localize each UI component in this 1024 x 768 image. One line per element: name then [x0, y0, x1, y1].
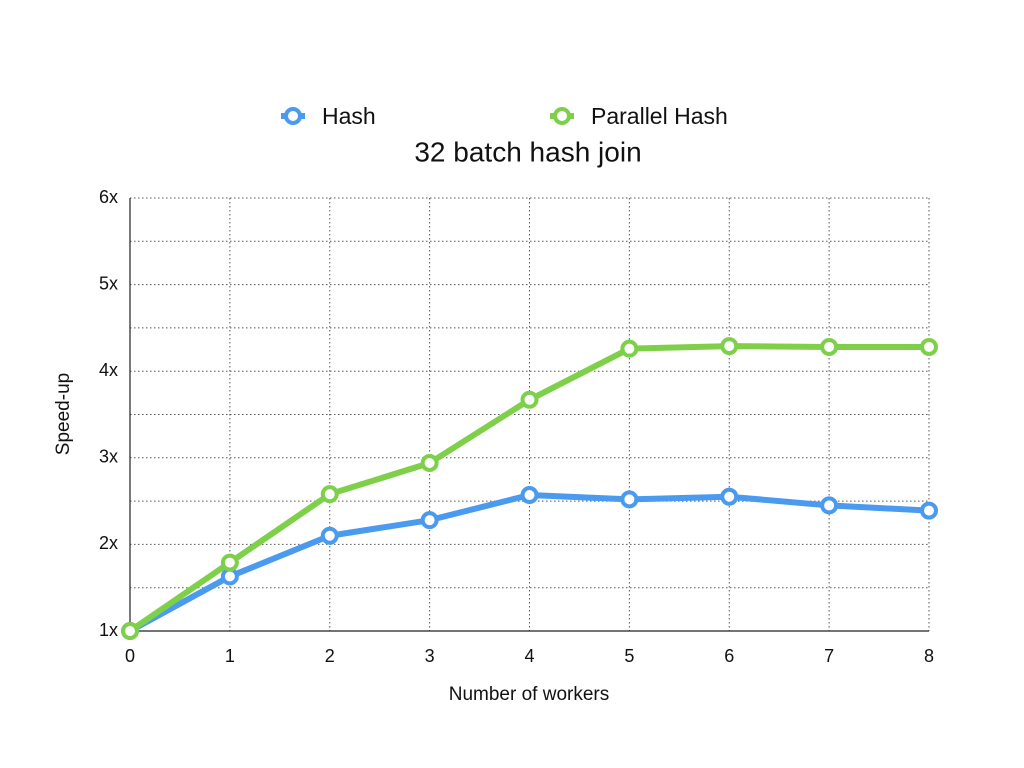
y-tick-label: 5x: [99, 273, 118, 293]
x-axis-label: Number of workers: [449, 684, 610, 705]
data-point: [920, 501, 938, 520]
data-point: [620, 339, 639, 358]
data-point: [220, 553, 239, 572]
data-point: [820, 496, 839, 515]
legend-swatch: [284, 107, 302, 125]
data-point: [520, 486, 539, 505]
x-tick-label: 5: [624, 646, 634, 666]
x-tick-label: 0: [125, 646, 135, 666]
x-tick-label: 2: [325, 646, 335, 666]
legend-label: Hash: [322, 103, 376, 129]
y-axis-label: Speed-up: [53, 373, 74, 455]
data-point: [920, 337, 938, 356]
x-tick-label: 3: [425, 646, 435, 666]
y-tick-label: 3x: [99, 447, 118, 467]
y-tick-label: 4x: [99, 360, 118, 380]
data-point: [320, 485, 339, 504]
data-point: [320, 526, 339, 545]
data-point: [420, 511, 439, 530]
y-tick-label: 6x: [99, 187, 118, 207]
legend-swatch: [553, 107, 571, 125]
x-tick-label: 1: [225, 646, 235, 666]
data-point: [620, 490, 639, 509]
x-tick-label: 7: [824, 646, 834, 666]
data-point: [121, 622, 139, 640]
data-point: [820, 337, 839, 356]
data-point: [420, 453, 439, 472]
data-point: [520, 390, 539, 409]
y-tick-label: 1x: [99, 620, 118, 640]
data-point: [720, 487, 739, 506]
legend-label: Parallel Hash: [591, 103, 728, 129]
y-tick-label: 2x: [99, 533, 118, 553]
x-tick-label: 8: [924, 646, 934, 666]
x-tick-label: 6: [724, 646, 734, 666]
chart-title: 32 batch hash join: [414, 136, 641, 167]
data-point: [720, 337, 739, 356]
x-tick-label: 4: [524, 646, 534, 666]
